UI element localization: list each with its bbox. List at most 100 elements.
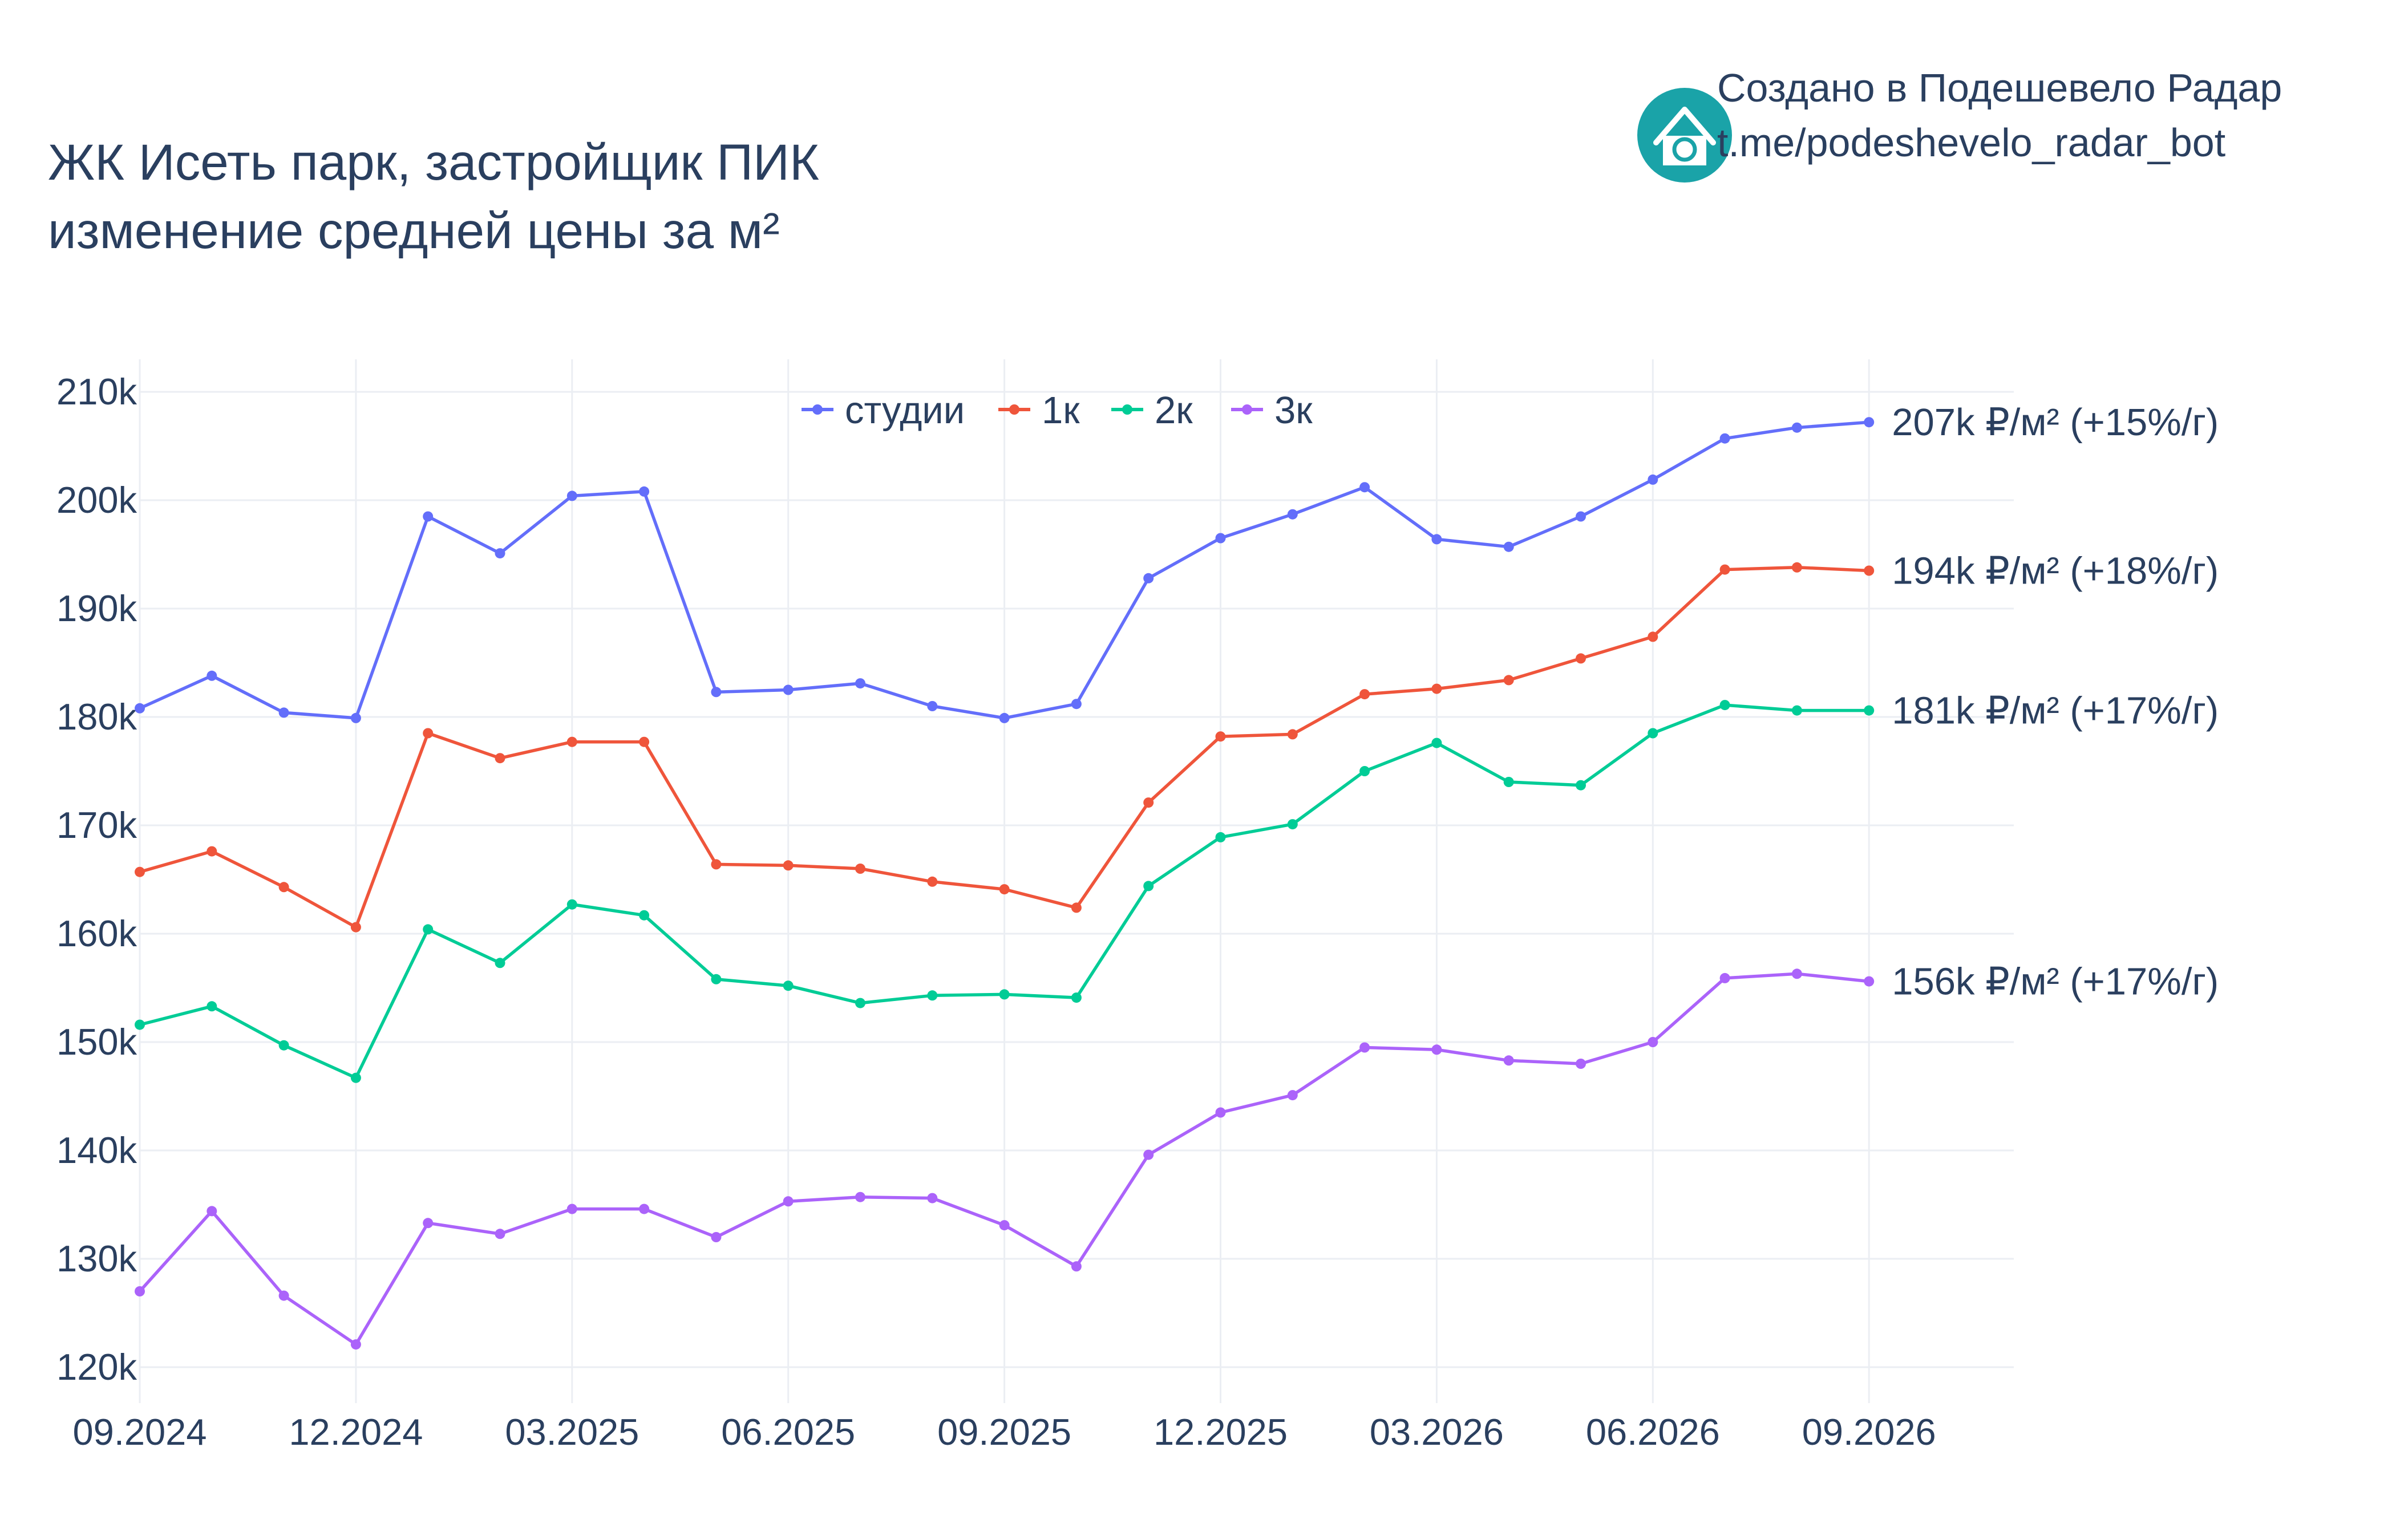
data-point[interactable] (1359, 482, 1370, 493)
data-point[interactable] (1287, 729, 1298, 740)
data-point[interactable] (1431, 737, 1442, 748)
data-point[interactable] (1864, 976, 1875, 987)
data-point[interactable] (1648, 474, 1658, 485)
data-point[interactable] (855, 678, 865, 689)
data-point[interactable] (1215, 731, 1226, 742)
brand-link[interactable]: t.me/podeshevelo_radar_bot (1717, 120, 2225, 165)
data-point[interactable] (278, 1040, 289, 1051)
data-point[interactable] (1215, 533, 1226, 544)
data-point[interactable] (999, 884, 1010, 895)
data-point[interactable] (1431, 534, 1442, 545)
data-point[interactable] (1719, 972, 1730, 983)
data-point[interactable] (855, 864, 865, 874)
data-point[interactable] (639, 486, 650, 497)
data-point[interactable] (423, 511, 434, 522)
data-point[interactable] (1287, 819, 1298, 830)
data-point[interactable] (1576, 653, 1586, 664)
data-point[interactable] (999, 712, 1010, 723)
data-point[interactable] (350, 1072, 361, 1083)
data-point[interactable] (1071, 699, 1082, 710)
data-point[interactable] (927, 876, 938, 887)
data-point[interactable] (135, 1286, 145, 1296)
data-point[interactable] (566, 899, 577, 910)
data-point[interactable] (278, 707, 289, 718)
data-point[interactable] (135, 866, 145, 877)
data-point[interactable] (495, 548, 505, 559)
data-point[interactable] (999, 989, 1010, 1000)
data-point[interactable] (1359, 1042, 1370, 1053)
data-point[interactable] (1791, 562, 1802, 573)
data-point[interactable] (350, 922, 361, 933)
data-point[interactable] (1503, 777, 1514, 787)
legend-item-студии[interactable]: студии (802, 389, 965, 432)
data-point[interactable] (1359, 766, 1370, 776)
data-point[interactable] (783, 1196, 794, 1207)
data-point[interactable] (423, 924, 434, 935)
data-point[interactable] (423, 1218, 434, 1229)
data-point[interactable] (1287, 509, 1298, 520)
data-point[interactable] (278, 1290, 289, 1301)
data-point[interactable] (783, 980, 794, 991)
data-point[interactable] (1719, 433, 1730, 444)
data-point[interactable] (1719, 564, 1730, 575)
data-point[interactable] (1648, 728, 1658, 739)
data-point[interactable] (1576, 511, 1586, 522)
data-point[interactable] (711, 687, 722, 698)
legend-item-1к[interactable]: 1к (998, 389, 1080, 432)
data-point[interactable] (1071, 902, 1082, 913)
data-point[interactable] (1503, 541, 1514, 552)
data-point[interactable] (855, 1192, 865, 1202)
data-point[interactable] (1287, 1090, 1298, 1101)
data-point[interactable] (135, 1019, 145, 1030)
data-point[interactable] (711, 859, 722, 870)
data-point[interactable] (278, 882, 289, 893)
data-point[interactable] (495, 958, 505, 968)
data-point[interactable] (1071, 992, 1082, 1003)
data-point[interactable] (1215, 832, 1226, 842)
data-point[interactable] (1791, 968, 1802, 979)
data-point[interactable] (1143, 797, 1154, 808)
data-point[interactable] (1503, 1055, 1514, 1066)
data-point[interactable] (1648, 1037, 1658, 1047)
data-point[interactable] (927, 990, 938, 1001)
data-point[interactable] (1431, 683, 1442, 694)
data-point[interactable] (639, 736, 650, 747)
data-point[interactable] (1215, 1107, 1226, 1118)
data-point[interactable] (135, 703, 145, 714)
data-point[interactable] (495, 1229, 505, 1239)
data-point[interactable] (639, 910, 650, 921)
data-point[interactable] (1503, 675, 1514, 686)
data-point[interactable] (1359, 689, 1370, 700)
data-point[interactable] (927, 1193, 938, 1203)
data-point[interactable] (1143, 573, 1154, 583)
data-point[interactable] (1719, 700, 1730, 711)
data-point[interactable] (783, 684, 794, 695)
data-point[interactable] (566, 491, 577, 501)
data-point[interactable] (855, 998, 865, 1008)
data-point[interactable] (1864, 565, 1875, 576)
data-point[interactable] (783, 860, 794, 871)
data-point[interactable] (207, 1001, 217, 1012)
data-point[interactable] (1143, 1149, 1154, 1160)
data-point[interactable] (207, 846, 217, 857)
data-point[interactable] (711, 1232, 722, 1242)
legend-item-2к[interactable]: 2к (1111, 389, 1193, 432)
data-point[interactable] (423, 728, 434, 739)
data-point[interactable] (927, 701, 938, 711)
data-point[interactable] (1576, 1059, 1586, 1069)
data-point[interactable] (1864, 417, 1875, 428)
data-point[interactable] (1864, 705, 1875, 716)
data-point[interactable] (207, 670, 217, 681)
data-point[interactable] (350, 712, 361, 723)
data-point[interactable] (1431, 1044, 1442, 1055)
data-point[interactable] (566, 1203, 577, 1214)
data-point[interactable] (1143, 881, 1154, 891)
legend-item-3к[interactable]: 3к (1231, 389, 1313, 432)
data-point[interactable] (639, 1203, 650, 1214)
data-point[interactable] (1791, 422, 1802, 433)
data-point[interactable] (1648, 631, 1658, 642)
data-point[interactable] (207, 1206, 217, 1217)
data-point[interactable] (495, 753, 505, 764)
data-point[interactable] (1071, 1261, 1082, 1272)
data-point[interactable] (350, 1339, 361, 1350)
